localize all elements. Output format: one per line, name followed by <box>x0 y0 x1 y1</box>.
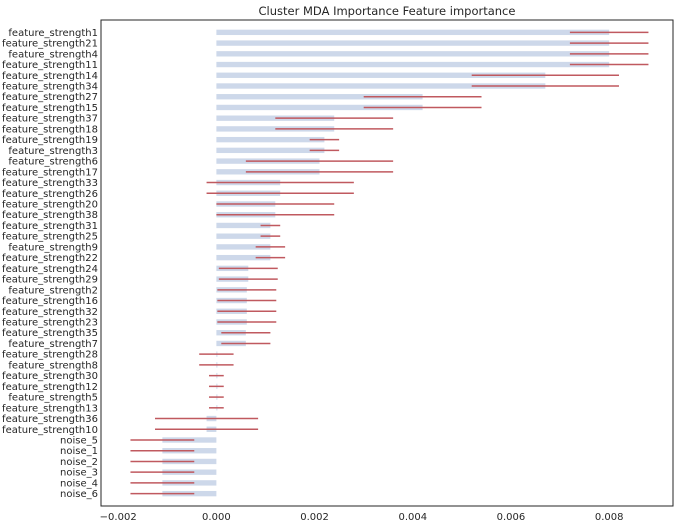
y-tick-label: feature_strength1 <box>8 28 98 39</box>
bar-feature_strength1 <box>216 29 610 36</box>
y-tick-label: feature_strength33 <box>2 178 98 189</box>
y-tick-label: feature_strength17 <box>2 167 98 178</box>
y-tick-label: feature_strength19 <box>2 135 98 146</box>
x-tick-labels: −0.002 0.000 0.002 0.004 0.006 0.008 <box>100 512 624 523</box>
y-tick-label: noise_2 <box>60 457 98 468</box>
y-tick-label: feature_strength2 <box>8 285 98 296</box>
x-tick-label: 0.008 <box>595 512 624 523</box>
y-tick-label: feature_strength29 <box>2 275 98 286</box>
bar-feature_strength19 <box>216 136 325 143</box>
y-tick-label: noise_1 <box>60 446 98 457</box>
bar-feature_strength11 <box>216 61 610 68</box>
y-tick-label: feature_strength6 <box>8 157 98 168</box>
y-tick-label: feature_strength35 <box>2 328 98 339</box>
y-tick-label: feature_strength24 <box>2 264 98 275</box>
bar-feature_strength31 <box>216 222 271 229</box>
y-tick-label: noise_5 <box>60 436 98 447</box>
y-tick-label: feature_strength13 <box>2 403 98 414</box>
x-tick-label: −0.002 <box>100 512 137 523</box>
y-tick-label: feature_strength22 <box>2 253 98 264</box>
plot-frame <box>100 19 674 507</box>
y-tick-label: feature_strength14 <box>2 71 98 82</box>
bar-feature_strength34 <box>216 83 546 89</box>
y-tick-label: noise_3 <box>60 468 98 479</box>
y-tick-label: feature_strength15 <box>2 103 98 114</box>
bar-feature_strength25 <box>216 233 271 239</box>
bar-feature_strength27 <box>216 94 423 100</box>
bar-feature_strength3 <box>216 147 325 154</box>
y-tick-label: feature_strength31 <box>2 221 98 232</box>
y-tick-label: feature_strength7 <box>8 339 98 350</box>
x-tick-label: 0.004 <box>398 512 427 523</box>
y-tick-label: noise_6 <box>60 489 98 500</box>
y-tick-label: feature_strength3 <box>8 146 98 157</box>
y-tick-label: feature_strength23 <box>2 318 98 329</box>
bars-group <box>162 29 610 497</box>
y-tick-label: feature_strength10 <box>2 425 98 436</box>
y-tick-label: feature_strength36 <box>2 414 98 425</box>
y-tick-label: feature_strength20 <box>2 200 98 211</box>
y-tick-label: feature_strength16 <box>2 296 98 307</box>
y-tick-label: feature_strength21 <box>2 39 98 50</box>
error-bars-group <box>130 31 649 495</box>
y-tick-label: feature_strength5 <box>8 393 98 404</box>
y-tick-label: feature_strength12 <box>2 382 98 393</box>
bar-feature_strength22 <box>216 254 271 261</box>
y-tick-label: feature_strength28 <box>2 350 98 361</box>
y-tick-label: feature_strength32 <box>2 307 98 318</box>
y-tick-label: feature_strength26 <box>2 189 98 200</box>
bar-feature_strength14 <box>216 72 546 78</box>
y-tick-label: feature_strength25 <box>2 232 98 243</box>
bar-feature_strength21 <box>216 40 610 46</box>
y-tick-label: feature_strength27 <box>2 92 98 103</box>
y-tick-label: feature_strength4 <box>8 49 98 60</box>
y-tick-label: noise_4 <box>60 478 98 489</box>
y-tick-label: feature_strength9 <box>8 242 98 253</box>
y-tick-label: feature_strength38 <box>2 210 98 221</box>
y-tick-label: feature_strength34 <box>2 82 98 93</box>
y-tick-labels: feature_strength1feature_strength21featu… <box>2 28 98 500</box>
bar-feature_strength15 <box>216 104 423 111</box>
y-tick-label: feature_strength18 <box>2 124 98 135</box>
x-tick-label: 0.000 <box>202 512 231 523</box>
y-tick-label: feature_strength37 <box>2 114 98 125</box>
bar-feature_strength4 <box>216 51 610 57</box>
y-tick-label: feature_strength30 <box>2 371 98 382</box>
y-tick-label: feature_strength11 <box>2 60 98 71</box>
bar-feature_strength9 <box>216 244 271 250</box>
x-tick-label: 0.006 <box>497 512 526 523</box>
y-tick-label: feature_strength8 <box>8 360 98 371</box>
chart-title: Cluster MDA Importance Feature importanc… <box>259 4 516 18</box>
x-tick-label: 0.002 <box>300 512 329 523</box>
